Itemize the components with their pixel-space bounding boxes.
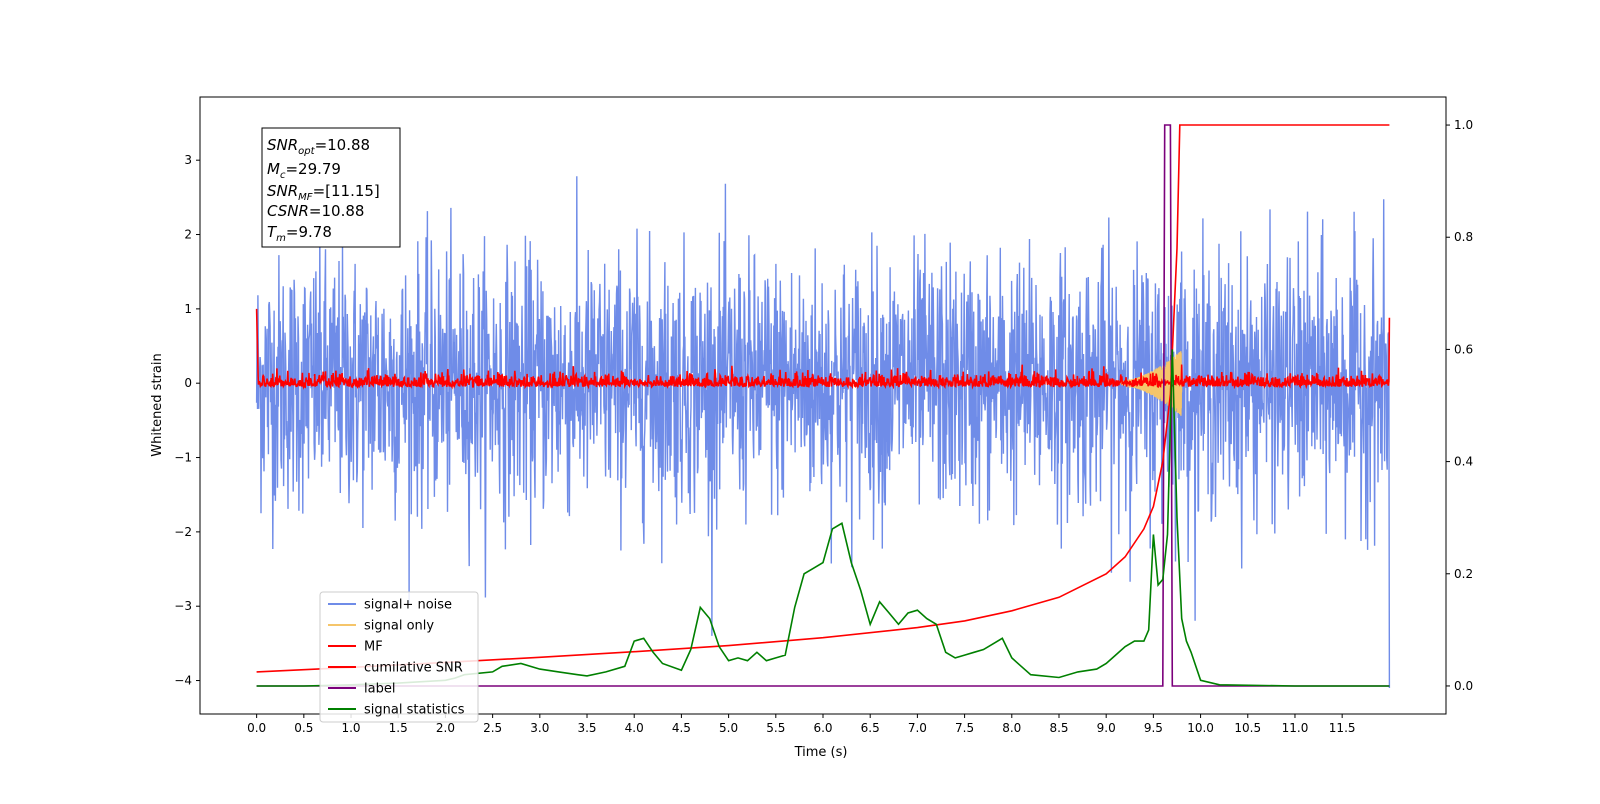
y-axis-label: Whitened strain: [150, 353, 165, 456]
legend: signal+ noise signal only MF cumilative SNR…: [319, 591, 479, 723]
x-tick-label: 8.5: [1049, 721, 1068, 735]
x-tick-label: 11.5: [1329, 721, 1356, 735]
annotation-snr-opt: SNRopt=10.88: [267, 136, 370, 157]
x-tick-label: 7.0: [908, 721, 927, 735]
series-cumulative-snr: [256, 124, 1390, 673]
x-tick-label: 4.5: [672, 721, 691, 735]
y-tick-label-left: 1: [184, 302, 192, 316]
annotation-mc: Mc=29.79: [267, 160, 341, 181]
y-tick-label-left: −3: [174, 599, 192, 613]
x-tick-label: 9.5: [1144, 721, 1163, 735]
series-mf: [255, 308, 1391, 390]
x-tick-label: 8.0: [1002, 721, 1021, 735]
x-tick-label: 0.0: [247, 721, 266, 735]
legend-label: MF: [364, 640, 383, 655]
legend-frame: [319, 591, 479, 723]
legend-entries: signal+ noise signal only MF cumilative SNR…: [328, 598, 465, 718]
x-tick-label: 0.5: [294, 721, 313, 735]
x-tick-label: 7.5: [955, 721, 974, 735]
y-tick-label-left: −4: [174, 674, 192, 688]
y-tick-label-right: 1.0: [1454, 118, 1473, 132]
legend-label: signal statistics: [364, 703, 465, 718]
annotation-tm: Tm=9.78: [267, 223, 332, 244]
x-axis: 0.0 0.5 1.0 1.5 2.0 2.5 3.0 3.5 4.0 4.5 5.0 5.5 6.0 6…: [247, 714, 1356, 735]
y-tick-label-right: 0.2: [1454, 567, 1473, 581]
x-tick-label: 2.0: [436, 721, 455, 735]
series-signal-noise: [255, 176, 1391, 689]
annotation-snr-mf: SNRMF=[11.15]: [267, 182, 380, 203]
y-axis-left: −4 −3 −2 −1 0 1 2 3: [174, 153, 200, 688]
annotation-frame: [261, 127, 401, 248]
legend-label: signal only: [364, 619, 434, 634]
y-tick-label-left: 3: [184, 153, 192, 167]
x-tick-label: 10.5: [1234, 721, 1261, 735]
series-label: [256, 124, 1390, 687]
y-tick-label-right: 0.4: [1454, 455, 1473, 469]
x-axis-label: Time (s): [794, 745, 848, 760]
x-tick-label: 3.0: [530, 721, 549, 735]
x-tick-label: 10.0: [1187, 721, 1214, 735]
y-tick-label-left: −1: [174, 451, 192, 465]
y-tick-label-left: 2: [184, 228, 192, 242]
legend-label: cumilative SNR: [364, 661, 463, 676]
x-tick-label: 3.5: [577, 721, 596, 735]
x-tick-label: 11.0: [1282, 721, 1309, 735]
x-tick-label: 1.5: [389, 721, 408, 735]
annotation-box: SNRopt=10.88 Mc=29.79 SNRMF=[11.15] CSNR…: [261, 127, 401, 248]
y-tick-label-right: 0.0: [1454, 679, 1473, 693]
x-tick-label: 4.0: [625, 721, 644, 735]
y-tick-label-left: −2: [174, 525, 192, 539]
series-signal-statistics: [256, 349, 1390, 687]
y-tick-label-right: 0.8: [1454, 230, 1473, 244]
y-tick-label-right: 0.6: [1454, 342, 1473, 356]
x-tick-label: 9.0: [1097, 721, 1116, 735]
x-tick-label: 2.5: [483, 721, 502, 735]
x-tick-label: 6.0: [813, 721, 832, 735]
x-tick-label: 1.0: [341, 721, 360, 735]
x-tick-label: 5.5: [766, 721, 785, 735]
annotation-csnr: CSNR=10.88: [267, 202, 364, 220]
x-tick-label: 5.0: [719, 721, 738, 735]
y-tick-label-left: 0: [184, 376, 192, 390]
series-layer: [255, 124, 1391, 689]
legend-label: label: [364, 682, 395, 697]
x-tick-label: 6.5: [861, 721, 880, 735]
y-axis-right: 0.0 0.2 0.4 0.6 0.8 1.0: [1446, 118, 1473, 693]
legend-label: signal+ noise: [364, 598, 452, 613]
